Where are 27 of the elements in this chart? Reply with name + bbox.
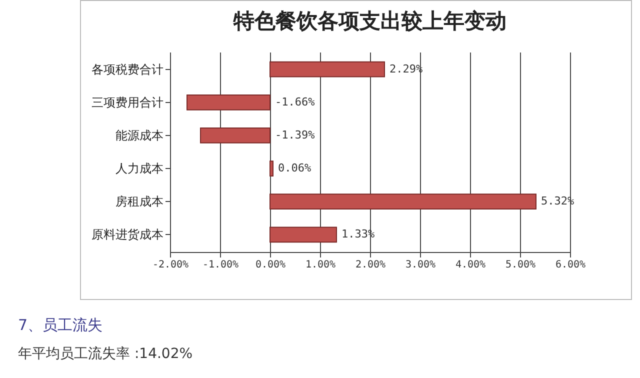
- bar: [270, 160, 274, 176]
- data-label: -1.66%: [275, 95, 316, 108]
- bar: [186, 94, 270, 110]
- y-tick-label: 房租成本: [116, 194, 164, 209]
- text: 年平均员工流失率 :14.02%: [18, 345, 193, 363]
- y-tick-label: 人力成本: [116, 162, 164, 176]
- text: 7、员工流失: [18, 316, 104, 335]
- bar: [270, 61, 385, 78]
- x-tick-label: 0.00%: [255, 260, 286, 270]
- x-tick-label: 1.00%: [305, 260, 336, 270]
- data-label: -1.39%: [275, 128, 316, 142]
- x-tick-label: 5.00%: [505, 260, 536, 270]
- x-tick-label: 6.00%: [555, 260, 586, 270]
- bar: [200, 128, 270, 144]
- y-tick-label: 三项费用合计: [92, 95, 164, 110]
- x-tick-label: 3.00%: [405, 260, 436, 270]
- y-tick-label: 原料进货成本: [92, 228, 164, 242]
- y-tick-label: 能源成本: [116, 128, 164, 142]
- data-label: 0.06%: [278, 162, 312, 175]
- x-tick-label: -1.00%: [202, 260, 239, 270]
- chart-title: 特色餐饮各项支出较上年变动: [232, 9, 506, 33]
- x-tick-label: -2.00%: [152, 260, 189, 270]
- y-tick-label: 各项税费合计: [92, 62, 164, 76]
- bar: [270, 226, 337, 243]
- x-tick-label: 4.00%: [455, 260, 486, 270]
- bar: [270, 194, 536, 210]
- x-tick-label: 2.00%: [355, 260, 386, 270]
